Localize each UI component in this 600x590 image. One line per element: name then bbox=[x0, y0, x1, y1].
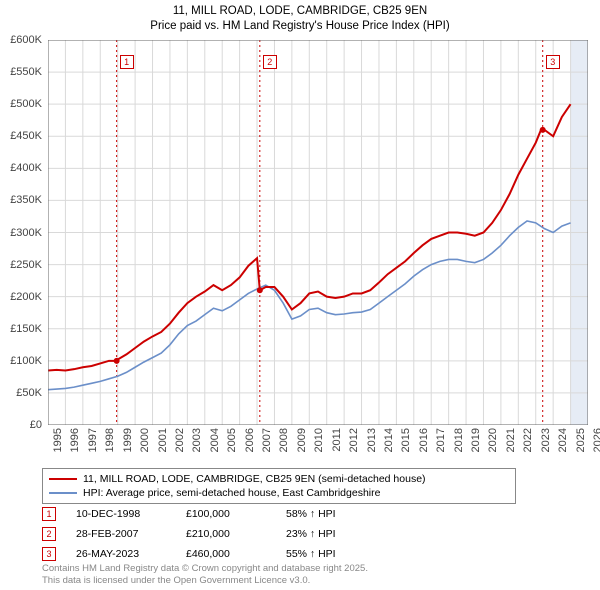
x-tick-label: 2009 bbox=[296, 428, 308, 452]
event-note: 58% ↑ HPI bbox=[286, 508, 336, 520]
y-tick-label: £200K bbox=[10, 291, 42, 303]
chart-container: 11, MILL ROAD, LODE, CAMBRIDGE, CB25 9EN… bbox=[0, 0, 600, 590]
legend-item: 11, MILL ROAD, LODE, CAMBRIDGE, CB25 9EN… bbox=[49, 472, 509, 486]
event-note: 23% ↑ HPI bbox=[286, 528, 336, 540]
legend: 11, MILL ROAD, LODE, CAMBRIDGE, CB25 9EN… bbox=[42, 468, 516, 504]
x-tick-label: 1995 bbox=[52, 428, 64, 452]
x-tick-label: 2014 bbox=[383, 428, 395, 452]
x-tick-label: 2017 bbox=[435, 428, 447, 452]
x-tick-label: 1996 bbox=[69, 428, 81, 452]
x-tick-label: 2002 bbox=[174, 428, 186, 452]
footer-line2: This data is licensed under the Open Gov… bbox=[42, 575, 368, 587]
legend-label: 11, MILL ROAD, LODE, CAMBRIDGE, CB25 9EN… bbox=[83, 473, 426, 485]
chart-area: 1 2 3 bbox=[48, 40, 588, 425]
x-tick-label: 2012 bbox=[348, 428, 360, 452]
chart-event-marker: 3 bbox=[546, 55, 560, 69]
legend-label: HPI: Average price, semi-detached house,… bbox=[83, 487, 380, 499]
x-tick-label: 2023 bbox=[540, 428, 552, 452]
y-axis: £0£50K£100K£150K£200K£250K£300K£350K£400… bbox=[0, 40, 44, 425]
event-date: 10-DEC-1998 bbox=[76, 508, 166, 520]
event-price: £100,000 bbox=[186, 508, 266, 520]
y-tick-label: £500K bbox=[10, 98, 42, 110]
legend-item: HPI: Average price, semi-detached house,… bbox=[49, 486, 509, 500]
event-row: 1 10-DEC-1998 £100,000 58% ↑ HPI bbox=[42, 504, 336, 524]
x-tick-label: 2010 bbox=[313, 428, 325, 452]
y-tick-label: £450K bbox=[10, 130, 42, 142]
footer-note: Contains HM Land Registry data © Crown c… bbox=[42, 563, 368, 587]
x-tick-label: 2006 bbox=[244, 428, 256, 452]
y-tick-label: £150K bbox=[10, 323, 42, 335]
event-price: £460,000 bbox=[186, 548, 266, 560]
x-tick-label: 2005 bbox=[226, 428, 238, 452]
x-tick-label: 2011 bbox=[331, 428, 343, 452]
x-tick-label: 2015 bbox=[400, 428, 412, 452]
x-tick-label: 2020 bbox=[487, 428, 499, 452]
legend-swatch bbox=[49, 492, 77, 494]
y-tick-label: £250K bbox=[10, 259, 42, 271]
x-tick-label: 2026 bbox=[592, 428, 600, 452]
chart-event-marker: 2 bbox=[263, 55, 277, 69]
x-tick-label: 2019 bbox=[470, 428, 482, 452]
y-tick-label: £600K bbox=[10, 34, 42, 46]
x-tick-label: 2018 bbox=[453, 428, 465, 452]
x-tick-label: 2013 bbox=[366, 428, 378, 452]
x-tick-label: 2021 bbox=[505, 428, 517, 452]
x-tick-label: 2022 bbox=[522, 428, 534, 452]
event-marker: 2 bbox=[42, 527, 56, 541]
event-row: 3 26-MAY-2023 £460,000 55% ↑ HPI bbox=[42, 544, 336, 564]
legend-swatch bbox=[49, 478, 77, 480]
x-tick-label: 1998 bbox=[104, 428, 116, 452]
y-tick-label: £350K bbox=[10, 194, 42, 206]
x-tick-label: 2000 bbox=[139, 428, 151, 452]
title-line2: Price paid vs. HM Land Registry's House … bbox=[0, 19, 600, 34]
x-tick-label: 2016 bbox=[418, 428, 430, 452]
event-marker: 1 bbox=[42, 507, 56, 521]
x-axis: 1995 1996 1997 1998 1999 2000 2001 2002 2003 2004… bbox=[48, 428, 588, 468]
title-block: 11, MILL ROAD, LODE, CAMBRIDGE, CB25 9EN… bbox=[0, 0, 600, 34]
event-date: 28-FEB-2007 bbox=[76, 528, 166, 540]
x-tick-label: 2025 bbox=[575, 428, 587, 452]
x-tick-label: 2008 bbox=[278, 428, 290, 452]
event-price: £210,000 bbox=[186, 528, 266, 540]
y-tick-label: £300K bbox=[10, 227, 42, 239]
x-tick-label: 2003 bbox=[191, 428, 203, 452]
y-tick-label: £0 bbox=[30, 419, 42, 431]
x-tick-label: 2007 bbox=[261, 428, 273, 452]
x-tick-label: 1999 bbox=[122, 428, 134, 452]
title-line1: 11, MILL ROAD, LODE, CAMBRIDGE, CB25 9EN bbox=[0, 4, 600, 19]
event-row: 2 28-FEB-2007 £210,000 23% ↑ HPI bbox=[42, 524, 336, 544]
x-tick-label: 2024 bbox=[557, 428, 569, 452]
y-tick-label: £100K bbox=[10, 355, 42, 367]
events-table: 1 10-DEC-1998 £100,000 58% ↑ HPI 2 28-FEB-200… bbox=[42, 504, 336, 564]
chart-svg bbox=[48, 40, 588, 425]
x-tick-label: 2001 bbox=[157, 428, 169, 452]
chart-event-marker: 1 bbox=[120, 55, 134, 69]
event-date: 26-MAY-2023 bbox=[76, 548, 166, 560]
y-tick-label: £400K bbox=[10, 162, 42, 174]
y-tick-label: £550K bbox=[10, 66, 42, 78]
event-note: 55% ↑ HPI bbox=[286, 548, 336, 560]
footer-line1: Contains HM Land Registry data © Crown c… bbox=[42, 563, 368, 575]
y-tick-label: £50K bbox=[16, 387, 42, 399]
event-marker: 3 bbox=[42, 547, 56, 561]
x-tick-label: 2004 bbox=[209, 428, 221, 452]
x-tick-label: 1997 bbox=[87, 428, 99, 452]
